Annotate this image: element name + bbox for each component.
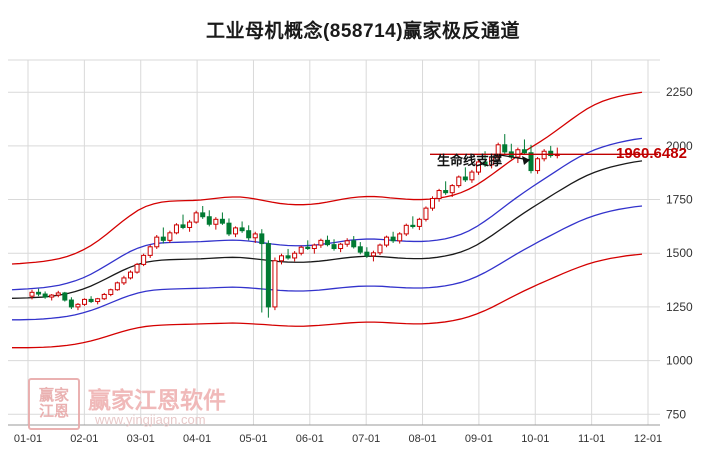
last-price-label: 1960.6482 xyxy=(616,145,687,163)
svg-text:03-01: 03-01 xyxy=(127,433,155,445)
support-annotation-label: 生命线支撑 xyxy=(437,153,503,168)
svg-text:06-01: 06-01 xyxy=(296,433,324,445)
watermark-brand: 赢家江恩软件 xyxy=(88,387,226,413)
watermark-seal: 赢家 江恩 xyxy=(28,378,80,430)
watermark-url: www.yingjiagn.com xyxy=(95,412,206,427)
watermark-seal-line2: 江恩 xyxy=(38,402,69,420)
svg-text:12-01: 12-01 xyxy=(634,433,662,445)
svg-text:11-01: 11-01 xyxy=(578,433,605,445)
svg-text:07-01: 07-01 xyxy=(352,433,380,445)
svg-text:2000: 2000 xyxy=(666,139,693,153)
svg-text:1250: 1250 xyxy=(666,300,693,314)
page-title: 工业母机概念(858714)赢家极反通道 xyxy=(205,21,521,42)
svg-text:1000: 1000 xyxy=(666,354,693,368)
svg-text:1750: 1750 xyxy=(666,193,693,207)
svg-text:09-01: 09-01 xyxy=(465,433,493,445)
svg-text:2250: 2250 xyxy=(666,85,693,99)
svg-text:05-01: 05-01 xyxy=(239,433,267,445)
svg-text:1500: 1500 xyxy=(666,246,693,260)
svg-text:08-01: 08-01 xyxy=(408,433,436,445)
watermark-seal-line1: 赢家 xyxy=(38,387,69,404)
svg-text:04-01: 04-01 xyxy=(183,433,211,445)
svg-text:01-01: 01-01 xyxy=(14,433,42,445)
svg-text:02-01: 02-01 xyxy=(70,433,98,445)
svg-text:750: 750 xyxy=(666,407,686,421)
svg-text:10-01: 10-01 xyxy=(521,433,549,445)
